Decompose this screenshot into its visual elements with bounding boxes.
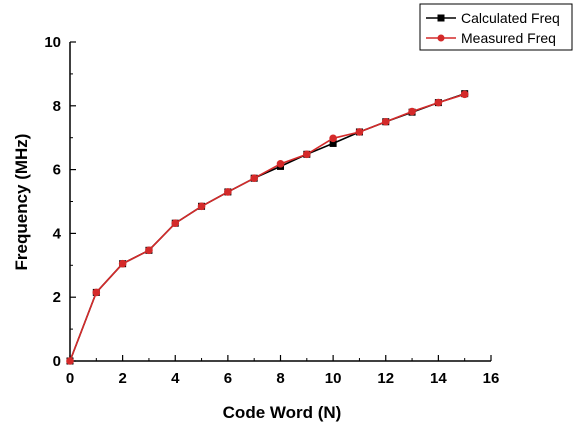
y-tick-label: 6: [53, 162, 61, 179]
y-tick-label: 4: [53, 225, 62, 242]
data-point: [408, 107, 416, 116]
data-point: [381, 117, 390, 126]
y-tick-label: 8: [53, 98, 61, 115]
x-tick-label: 4: [171, 370, 180, 387]
x-tick-label: 12: [377, 370, 394, 387]
x-tick-label: 0: [66, 370, 74, 387]
legend-marker-measured: [437, 34, 445, 42]
data-point: [460, 90, 469, 99]
series-line: [69, 93, 465, 362]
data-point: [329, 139, 337, 147]
legend-label-calculated: Calculated Freq: [461, 10, 560, 26]
axis-ticks: 0 2 4 6 8 10 12 14 16 0 2 4 6 8 10: [44, 34, 499, 387]
x-tick-label: 6: [224, 370, 232, 387]
data-point: [434, 98, 443, 107]
series-measured: [66, 90, 469, 365]
y-tick-label: 10: [44, 34, 61, 51]
data-point: [171, 219, 180, 227]
series-line: [69, 92, 465, 362]
y-tick-label: 2: [53, 289, 61, 306]
legend: Calculated Freq Measured Freq: [419, 3, 573, 51]
x-tick-label: 14: [430, 370, 447, 387]
data-point: [224, 188, 232, 196]
x-tick-label: 2: [118, 370, 126, 387]
series-layer: [66, 90, 469, 365]
axes: [69, 42, 491, 362]
series-calculated: [66, 90, 469, 365]
data-point: [118, 259, 127, 268]
legend-marker-calculated: [437, 14, 445, 22]
data-point: [66, 357, 74, 365]
x-tick-label: 16: [483, 370, 500, 387]
legend-box: [419, 3, 573, 51]
data-point: [92, 288, 101, 297]
data-point: [197, 202, 206, 211]
data-point: [303, 150, 311, 159]
data-point: [276, 160, 285, 168]
x-axis-label: Code Word (N): [223, 403, 342, 422]
x-tick-label: 10: [325, 370, 342, 387]
data-point: [145, 246, 153, 255]
data-point: [250, 174, 258, 183]
y-axis-label: Frequency (MHz): [12, 134, 31, 271]
legend-label-measured: Measured Freq: [461, 30, 556, 46]
data-point: [329, 134, 337, 143]
data-point: [355, 128, 364, 136]
y-tick-label: 0: [53, 353, 61, 370]
x-tick-label: 8: [276, 370, 284, 387]
